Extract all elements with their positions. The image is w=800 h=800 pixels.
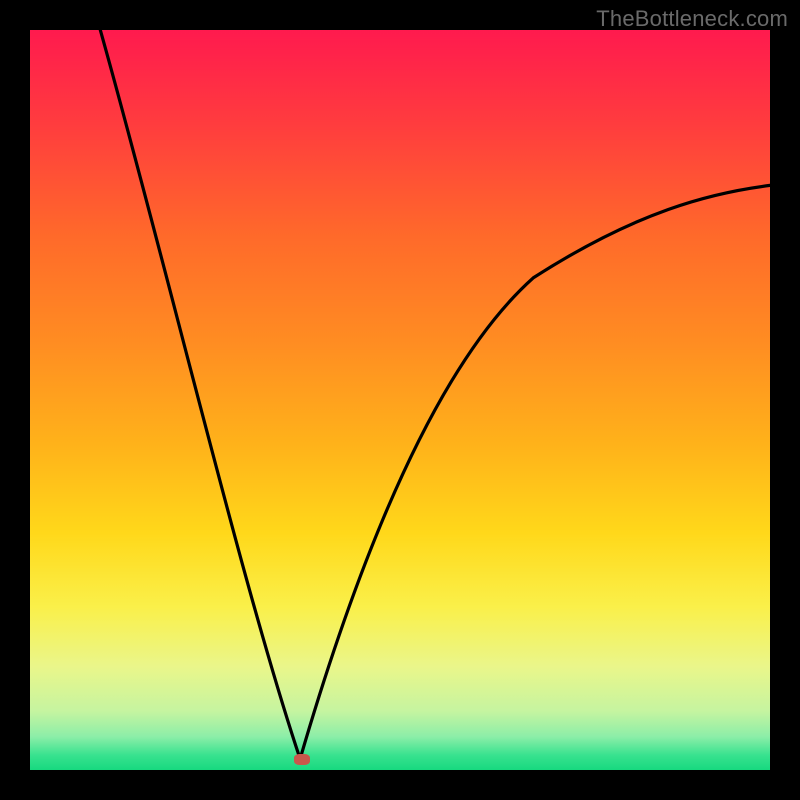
plot-area [30,30,770,770]
chart-svg [30,30,770,770]
minimum-marker-dot [294,754,310,765]
watermark-label: TheBottleneck.com [596,6,788,32]
gradient-background [30,30,770,770]
